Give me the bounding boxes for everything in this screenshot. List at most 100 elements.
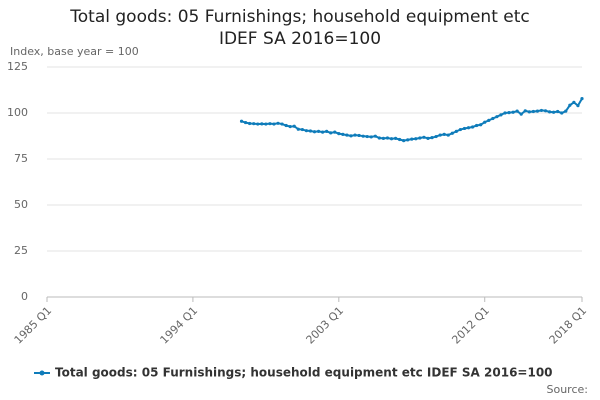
data-point xyxy=(564,109,568,113)
data-point xyxy=(495,115,499,119)
data-point xyxy=(499,113,503,117)
legend-marker xyxy=(39,370,45,376)
y-tick-label: 125 xyxy=(7,60,28,73)
data-point xyxy=(361,134,365,138)
data-point xyxy=(248,121,252,126)
data-point xyxy=(369,135,373,139)
data-point xyxy=(308,129,313,133)
data-point xyxy=(296,127,300,131)
data-point xyxy=(398,137,402,142)
data-point xyxy=(345,133,349,137)
data-point xyxy=(462,126,467,131)
data-point xyxy=(458,127,463,132)
data-point xyxy=(576,104,580,108)
data-point xyxy=(389,137,394,141)
data-point xyxy=(430,136,434,140)
data-point xyxy=(503,111,507,115)
data-point xyxy=(276,121,280,125)
data-point xyxy=(572,100,576,104)
data-point xyxy=(527,110,531,114)
data-point xyxy=(256,122,260,126)
data-point xyxy=(434,134,438,139)
data-point xyxy=(426,136,430,140)
data-point xyxy=(422,135,426,139)
data-point xyxy=(268,122,272,126)
data-point xyxy=(466,126,471,130)
data-point xyxy=(539,108,544,113)
data-point xyxy=(414,137,418,141)
data-point xyxy=(535,109,540,113)
data-point xyxy=(353,133,357,137)
data-point xyxy=(479,123,483,127)
y-tick-label: 25 xyxy=(14,244,28,257)
data-point xyxy=(381,136,386,140)
data-point xyxy=(292,124,296,128)
data-point xyxy=(337,132,341,136)
data-point xyxy=(316,129,321,133)
data-point xyxy=(454,129,458,133)
data-point xyxy=(365,134,369,139)
data-point xyxy=(333,130,337,134)
data-point xyxy=(523,109,527,113)
data-point xyxy=(406,138,410,142)
data-point xyxy=(260,122,264,126)
data-point xyxy=(341,132,345,136)
data-point xyxy=(264,122,268,126)
y-tick-label: 75 xyxy=(14,152,28,165)
data-point xyxy=(280,122,284,126)
data-line xyxy=(241,98,583,142)
y-tick-label: 100 xyxy=(7,106,28,119)
data-point xyxy=(329,131,333,135)
data-point xyxy=(284,123,288,128)
data-point xyxy=(450,131,454,135)
chart-title: Total goods: 05 Furnishings; household e… xyxy=(70,7,530,49)
y-tick-label: 50 xyxy=(14,198,28,211)
data-point xyxy=(515,109,519,113)
data-point xyxy=(349,134,353,138)
data-point xyxy=(312,130,317,134)
data-point xyxy=(442,132,446,136)
data-point xyxy=(446,133,450,137)
legend-label: Total goods: 05 Furnishings; household e… xyxy=(55,366,553,380)
data-point xyxy=(325,129,329,133)
x-tick-label: 1994 Q1 xyxy=(158,304,201,347)
data-point xyxy=(483,120,487,124)
data-point xyxy=(304,129,308,133)
y-tick-label: 0 xyxy=(21,290,28,303)
data-point xyxy=(568,103,572,107)
data-point xyxy=(321,130,325,134)
data-point xyxy=(377,136,381,140)
data-point xyxy=(252,122,256,126)
data-point xyxy=(373,134,377,138)
x-tick-label: 2018 Q1 xyxy=(547,304,590,347)
data-point xyxy=(511,110,515,114)
data-point xyxy=(239,119,244,123)
data-point xyxy=(556,109,560,114)
data-point xyxy=(410,137,414,141)
data-point xyxy=(438,133,442,137)
data-point xyxy=(507,111,511,115)
x-tick-label: 1985 Q1 xyxy=(12,304,55,347)
data-point xyxy=(491,116,495,121)
data-point xyxy=(560,111,564,115)
data-point xyxy=(543,109,548,113)
data-point xyxy=(580,97,584,101)
x-tick-label: 2012 Q1 xyxy=(449,304,492,347)
data-point xyxy=(418,136,422,140)
data-point xyxy=(552,110,556,114)
data-point xyxy=(393,136,398,140)
data-point xyxy=(357,133,361,138)
data-point xyxy=(385,136,390,140)
y-axis-label: Index, base year = 100 xyxy=(10,45,139,58)
data-point xyxy=(243,120,248,125)
data-point xyxy=(531,109,535,114)
data-point xyxy=(272,122,276,126)
data-point xyxy=(547,110,552,114)
data-point xyxy=(300,127,304,132)
source: Source: xyxy=(547,383,589,396)
x-tick-label: 2003 Q1 xyxy=(304,304,347,347)
data-point xyxy=(487,118,491,122)
data-point xyxy=(519,112,523,116)
